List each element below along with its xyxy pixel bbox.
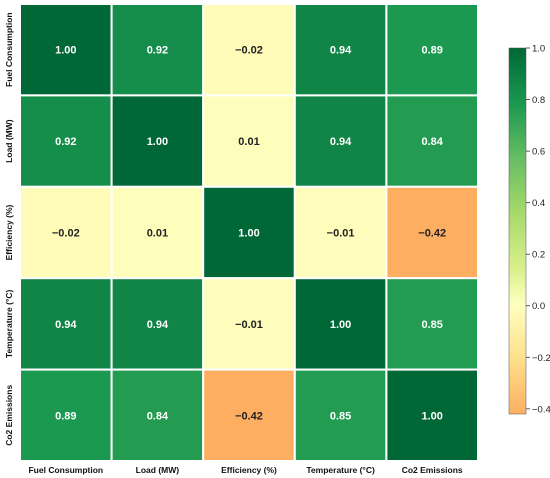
heatmap-cell (385, 94, 479, 188)
heatmap-cell (202, 94, 296, 188)
cell-value-label: 0.94 (330, 45, 352, 57)
cell-value-label: 0.89 (55, 410, 76, 422)
cell-value-label: 1.00 (330, 319, 351, 331)
cell-value-label: 0.01 (238, 136, 259, 148)
cell-value-label: 0.89 (421, 45, 442, 57)
cell-value-label: 0.01 (147, 228, 168, 240)
cell-value-label: 1.00 (238, 228, 259, 240)
x-tick-label: Efficiency (%) (221, 465, 277, 475)
heatmap-cell (19, 94, 113, 188)
cell-value-label: 0.84 (421, 136, 443, 148)
y-axis-labels: Fuel Consumption Load (MW) Efficiency (%) T… (4, 12, 14, 445)
colorbar: 1.0 0.8 0.6 0.4 0.2 0.0 −0.2 −0.4 (508, 44, 550, 415)
cell-value-label: 0.94 (330, 136, 352, 148)
cell-value-label: −0.42 (418, 228, 446, 240)
cell-value-label: −0.02 (235, 45, 263, 57)
heatmap-cell (19, 3, 113, 97)
colorbar-tick-label: 0.6 (532, 147, 545, 158)
heatmap-cell (385, 368, 479, 463)
cell-value-label: −0.42 (235, 410, 263, 422)
colorbar-tick-label: −0.4 (532, 404, 550, 415)
colorbar-tick-label: 0.2 (532, 250, 545, 261)
heatmap-cell (293, 185, 388, 280)
cell-value-label: 0.85 (330, 410, 351, 422)
cell-value-label: 0.94 (55, 319, 77, 331)
y-tick-label: Temperature (°C) (4, 290, 14, 359)
cell-value-label: −0.01 (235, 319, 263, 331)
y-tick-label: Fuel Consumption (4, 12, 14, 87)
cell-value-label: −0.01 (327, 228, 355, 240)
heatmap-cell (19, 277, 113, 371)
colorbar-ticks: 1.0 0.8 0.6 0.4 0.2 0.0 −0.2 −0.4 (526, 44, 550, 415)
cell-value-label: 1.00 (147, 136, 168, 148)
heatmap-cell (110, 185, 205, 280)
heatmap-cell (293, 277, 388, 371)
cell-value-label: 0.92 (147, 45, 168, 57)
heatmap-cell (202, 368, 296, 463)
x-tick-label: Temperature (°C) (306, 465, 375, 475)
x-tick-label: Fuel Consumption (28, 465, 103, 475)
colorbar-tick-label: 0.4 (532, 198, 545, 209)
colorbar-gradient (509, 48, 526, 414)
x-axis-labels: Fuel Consumption Load (MW) Efficiency (%) T… (28, 465, 462, 475)
cell-value-label: 0.84 (147, 410, 169, 422)
colorbar-tick-label: 1.0 (532, 44, 545, 55)
x-tick-label: Co2 Emissions (402, 465, 463, 475)
heatmap-cell (110, 368, 205, 463)
cell-value-label: 0.92 (55, 136, 76, 148)
cell-value-label: 0.85 (421, 319, 442, 331)
heatmap-cell (110, 277, 205, 371)
x-tick-label: Load (MW) (136, 465, 180, 475)
colorbar-tick-label: 0.8 (532, 95, 545, 106)
y-tick-label: Load (MW) (4, 119, 14, 163)
colorbar-frame (508, 47, 527, 415)
cell-value-label: 1.00 (55, 45, 76, 57)
heatmap-cells: 1.00 0.92 −0.02 0.94 0.89 0.92 1.00 0.01 0.94 0.8… (19, 3, 479, 463)
colorbar-tick-label: 0.0 (532, 301, 545, 312)
cell-value-label: −0.02 (52, 228, 80, 240)
heatmap-cell (19, 368, 113, 463)
cell-value-label: 0.94 (147, 319, 169, 331)
cell-value-label: 1.00 (421, 410, 442, 422)
colorbar-tick-label: −0.2 (532, 353, 550, 364)
heatmap-cell (110, 3, 205, 97)
y-tick-label: Co2 Emissions (4, 385, 14, 446)
y-tick-label: Efficiency (%) (4, 204, 14, 260)
heatmap-cell (202, 277, 296, 371)
heatmap-cell (385, 277, 479, 371)
